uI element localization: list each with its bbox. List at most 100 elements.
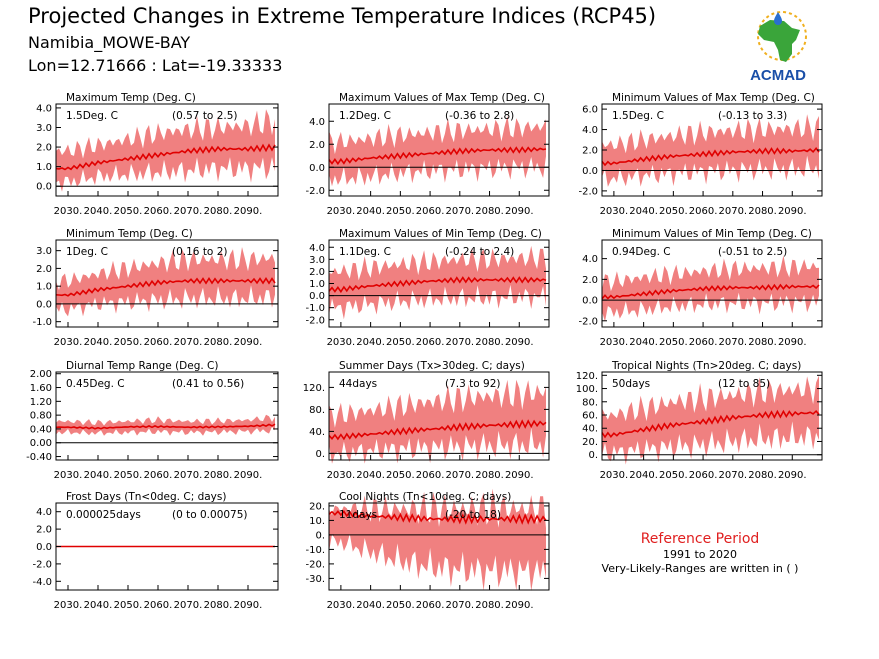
x-tick-label: 2090. [505, 470, 534, 481]
x-tick-label: 2060. [689, 337, 718, 348]
x-tick-label: 2090. [505, 337, 534, 348]
y-tick-label: 120. [303, 383, 325, 394]
y-tick-label: -10. [305, 545, 325, 556]
mean-series-line [328, 510, 547, 525]
y-tick-label: 20. [582, 437, 598, 448]
x-tick-label: 2040. [629, 337, 658, 348]
y-tick-label: 0.0 [309, 291, 325, 302]
x-tick-label: 2040. [84, 600, 113, 611]
uncertainty-band [602, 114, 819, 187]
mean-series-line [328, 419, 547, 441]
y-tick-label: -1.0 [305, 303, 325, 314]
mean-change-label: 1Deg. C [66, 246, 108, 258]
y-tick-label: -20. [305, 559, 325, 570]
y-tick-label: 3.0 [36, 123, 52, 134]
y-tick-label: 4.0 [36, 103, 52, 114]
mean-series-line [328, 276, 547, 294]
mean-series-line [55, 277, 276, 297]
uncertainty-band [329, 379, 546, 464]
x-tick-label: 2050. [386, 206, 415, 217]
x-tick-label: 2090. [234, 600, 263, 611]
y-tick-label: 2.0 [309, 267, 325, 278]
y-tick-label: 1.0 [36, 162, 52, 173]
uncertainty-band [329, 116, 546, 187]
mean-change-label: 1.5Deg. C [612, 110, 664, 122]
y-tick-label: 2.00 [30, 369, 52, 380]
x-tick-label: 2060. [416, 470, 445, 481]
y-tick-label: 0.0 [582, 166, 598, 177]
y-tick-label: 60. [582, 411, 598, 422]
chart-panel: 120. 80. 40. 0.2030. 2040. 2050. 2060. 2070. 208… [303, 360, 550, 481]
y-tick-label: 0.0 [36, 542, 52, 553]
x-tick-label: 2040. [84, 206, 113, 217]
x-tick-label: 2090. [778, 206, 807, 217]
y-tick-label: 120. [576, 371, 598, 382]
chart-panel: 20. 10. 0. -10. -20. -30. 2030. 2040. 2050. 2060.… [305, 488, 550, 611]
y-tick-label: 1.0 [36, 282, 52, 293]
mean-series-line [55, 143, 276, 171]
y-tick-label: 2.0 [36, 525, 52, 536]
x-tick-label: 2080. [204, 206, 233, 217]
mean-change-label: 0.000025days [66, 509, 141, 521]
x-tick-label: 2050. [114, 206, 143, 217]
mean-change-label: 0.45Deg. C [66, 378, 125, 390]
plot-frame [328, 103, 550, 197]
x-tick-label: 2050. [659, 337, 688, 348]
ranges-note: Very-Likely-Ranges are written in ( ) [601, 562, 799, 575]
y-tick-label: 40. [582, 424, 598, 435]
reference-period-years: 1991 to 2020 [662, 548, 738, 561]
x-tick-label: 2050. [114, 470, 143, 481]
y-tick-label: 0.0 [582, 296, 598, 307]
x-tick-label: 2070. [718, 337, 747, 348]
x-tick-label: 2050. [386, 470, 415, 481]
range-label: (7.3 to 92) [445, 378, 500, 390]
x-tick-label: 2050. [659, 470, 688, 481]
reference-block: Reference Period 1991 to 2020 Very-Likel… [560, 531, 840, 575]
x-tick-label: 2050. [114, 337, 143, 348]
mean-change-label: 1.5Deg. C [66, 110, 118, 122]
x-tick-label: 2080. [204, 600, 233, 611]
y-tick-label: -0.40 [26, 452, 52, 463]
x-tick-label: 2070. [174, 337, 203, 348]
x-tick-label: 2030. [54, 470, 83, 481]
page-title: Projected Changes in Extreme Temperature… [28, 4, 657, 28]
x-tick-label: 2030. [327, 600, 356, 611]
y-tick-label: 6.0 [582, 105, 598, 116]
acmad-logo-icon: ACMAD [750, 11, 807, 84]
range-label: (0.57 to 2.5) [172, 110, 238, 122]
x-tick-label: 2080. [475, 337, 504, 348]
x-tick-label: 2080. [748, 337, 777, 348]
panel-title: Diurnal Temp Range (Deg. C) [66, 360, 218, 372]
x-tick-label: 2070. [718, 470, 747, 481]
y-tick-label: 1.60 [30, 383, 52, 394]
reference-period-label: Reference Period [640, 531, 760, 547]
panel-title: Maximum Values of Max Temp (Deg. C) [339, 92, 545, 104]
panel-title: Minimum Temp (Deg. C) [66, 228, 193, 240]
x-tick-label: 2040. [356, 470, 385, 481]
x-tick-label: 2090. [234, 206, 263, 217]
x-tick-label: 2080. [204, 337, 233, 348]
mean-series-line [601, 147, 820, 167]
y-tick-label: 10. [309, 516, 325, 527]
panel-title: Minimum Values of Max Temp (Deg. C) [612, 92, 815, 104]
y-tick-label: 4.0 [582, 125, 598, 136]
y-tick-label: 3.0 [309, 255, 325, 266]
y-tick-label: -2.0 [32, 559, 52, 570]
x-tick-label: 2070. [174, 470, 203, 481]
range-label: (0.16 to 2) [172, 246, 227, 258]
x-tick-label: 2060. [144, 470, 173, 481]
mean-change-label: 44days [339, 378, 377, 390]
x-tick-label: 2050. [659, 206, 688, 217]
x-tick-label: 2030. [327, 337, 356, 348]
x-tick-label: 2050. [386, 337, 415, 348]
y-tick-label: 3.0 [36, 246, 52, 257]
x-tick-label: 2070. [445, 600, 474, 611]
panel-title: Tropical Nights (Tn>20deg. C; days) [611, 360, 801, 372]
x-tick-label: 2080. [748, 470, 777, 481]
mean-change-label: 1.2Deg. C [339, 110, 391, 122]
uncertainty-band [329, 245, 546, 320]
